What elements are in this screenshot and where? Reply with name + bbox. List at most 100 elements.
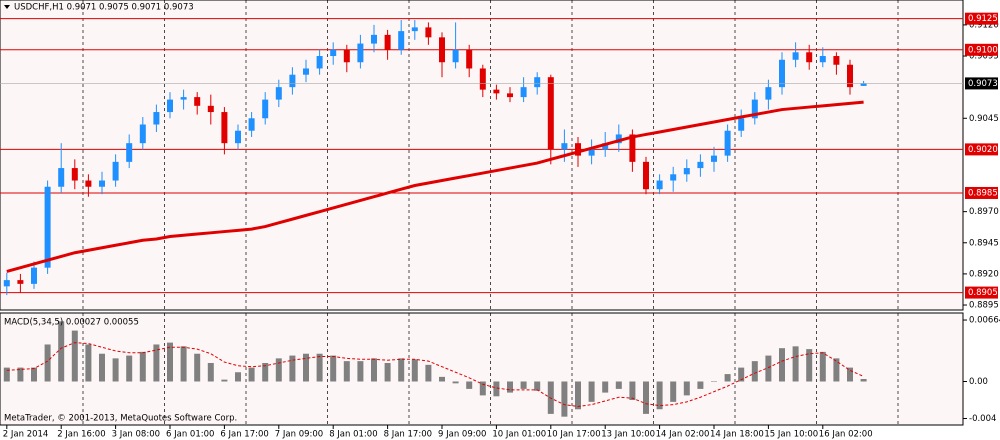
candle-body <box>139 124 146 144</box>
macd-bar <box>683 381 690 396</box>
candle-body <box>670 174 677 181</box>
candle-body <box>534 77 541 88</box>
x-tick-label: 2 Jan 16:00 <box>57 430 105 440</box>
candle-body <box>615 134 622 144</box>
macd-bar <box>520 381 527 389</box>
x-tick-label: 3 Jan 08:00 <box>112 430 160 440</box>
candle-body <box>411 27 418 32</box>
candle-body <box>439 37 445 63</box>
candle-body <box>398 31 405 50</box>
menu-triangle <box>4 5 10 9</box>
candle-body <box>724 130 731 156</box>
candle-body <box>17 280 24 284</box>
candle-body <box>316 56 323 69</box>
macd-bar <box>398 358 405 382</box>
candle-body <box>860 83 867 86</box>
macd-bar <box>751 361 758 382</box>
macd-bar <box>779 348 785 382</box>
macd-bar <box>479 381 486 396</box>
candle-body <box>833 56 840 65</box>
macd-bar <box>439 376 445 382</box>
macd-bar <box>411 359 418 382</box>
macd-bar <box>262 362 269 382</box>
candle-body <box>371 34 377 44</box>
candle-body <box>466 49 473 69</box>
macd-bar <box>602 381 609 393</box>
candle-body <box>507 93 513 98</box>
macd-bar <box>493 381 500 397</box>
candle-body <box>126 143 133 162</box>
macd-bar <box>112 358 119 382</box>
y-tick-label: 0.9120 <box>969 20 999 30</box>
macd-bar <box>235 372 241 382</box>
candle-body <box>248 118 255 131</box>
x-tick-label: 7 Jan 09:00 <box>275 430 323 440</box>
candle-body <box>643 161 649 190</box>
candle-body <box>85 180 92 187</box>
y-tick-label: 0.8970 <box>969 207 999 217</box>
macd-bar <box>99 353 105 382</box>
macd-bar <box>167 342 173 382</box>
macd-bar <box>343 361 350 382</box>
x-tick-label: 9 Jan 09:00 <box>438 430 486 440</box>
macd-bar <box>711 381 717 382</box>
candle-body <box>425 27 432 38</box>
y-tick-label: 0.8920 <box>969 269 999 279</box>
candle-body <box>31 267 37 284</box>
macd-bar <box>819 351 826 382</box>
x-tick-label: 15 Jan 10:00 <box>764 430 818 440</box>
x-tick-label: 10 Jan 17:00 <box>547 430 601 440</box>
x-tick-label: 6 Jan 01:00 <box>166 430 214 440</box>
candle-body <box>3 280 10 287</box>
y-tick-label: -0.004 <box>969 414 996 424</box>
x-tick-label: 10 Jan 01:00 <box>492 430 546 440</box>
signal-line <box>6 342 864 407</box>
macd-bar <box>847 367 853 382</box>
macd-bar <box>724 374 731 382</box>
candle-body <box>384 34 391 50</box>
candle-body <box>262 99 269 119</box>
candle-body <box>779 59 785 88</box>
macd-bar <box>656 381 663 410</box>
candle-body <box>207 105 214 113</box>
candle-body <box>452 49 459 63</box>
macd-bar <box>194 353 201 382</box>
x-tick-label: 8 Jan 17:00 <box>384 430 432 440</box>
macd-bar <box>275 358 282 382</box>
x-tick-label: 14 Jan 02:00 <box>656 430 710 440</box>
candle-body <box>58 168 65 187</box>
macd-bar <box>371 358 377 382</box>
x-tick-label: 16 Jan 02:00 <box>819 430 873 440</box>
level-label: 0.9125 <box>968 14 998 24</box>
chart-title: USDCHF,H1 0.9071 0.9075 0.9071 0.9073 <box>14 3 194 13</box>
candle-body <box>629 134 636 162</box>
level-label: 0.8905 <box>968 288 998 298</box>
last-price-box <box>965 77 998 90</box>
candle-body <box>819 56 826 63</box>
macd-bar <box>384 362 391 382</box>
macd-bar <box>303 353 309 382</box>
macd-bar <box>643 381 649 414</box>
macd-bar <box>71 330 78 382</box>
macd-bar <box>3 367 10 382</box>
level-label: 0.8985 <box>968 188 998 198</box>
candle-body <box>711 155 717 162</box>
level-box <box>965 286 998 299</box>
macd-bar <box>615 381 622 389</box>
macd-bar <box>31 367 37 382</box>
candle-body <box>44 186 51 268</box>
macd-bar <box>561 381 568 417</box>
candle-body <box>493 89 500 94</box>
level-box <box>965 12 998 25</box>
candle-body <box>167 99 173 113</box>
y-tick-label: 0.9095 <box>969 52 999 62</box>
macd-bar <box>180 346 187 382</box>
macd-bar <box>697 381 704 389</box>
y-tick-label: 0.9045 <box>969 114 999 124</box>
level-box <box>965 143 998 156</box>
candle-body <box>479 68 486 90</box>
macd-bar <box>139 351 146 382</box>
